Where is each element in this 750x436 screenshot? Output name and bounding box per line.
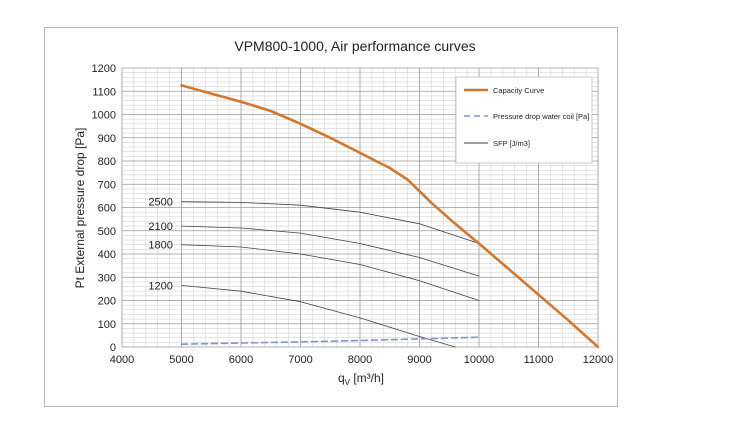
y-tick-label: 700 <box>98 179 116 191</box>
x-tick-label: 9000 <box>407 354 431 366</box>
sfp-labels: 2500 2100 1800 1200 <box>148 197 172 293</box>
pressure-drop-curve <box>180 336 480 346</box>
x-tick-label: 10000 <box>464 354 495 366</box>
y-axis-label: Pt External pressure drop [Pa] <box>73 128 87 289</box>
y-tick-label: 900 <box>98 133 116 145</box>
x-axis-ticks: 4000 5000 6000 7000 8000 9000 10000 11000 12000 <box>110 354 614 366</box>
y-tick-label: 300 <box>98 272 116 284</box>
y-tick-label: 200 <box>98 296 116 308</box>
capacity-curve <box>180 84 600 349</box>
y-tick-label: 0 <box>110 342 116 354</box>
y-axis-ticks: 0 100 200 300 400 500 600 700 800 900 1000 1100 1200 <box>92 63 116 354</box>
y-tick-label: 1100 <box>92 86 116 98</box>
sfp-value-label: 1800 <box>148 240 172 252</box>
y-tick-label: 1000 <box>92 110 116 122</box>
sfp-curve <box>181 244 480 301</box>
sfp-value-label: 1200 <box>148 280 172 292</box>
x-axis-label: qV [m³/h] <box>338 371 384 387</box>
series-layer <box>180 84 600 349</box>
y-tick-label: 800 <box>98 156 116 168</box>
sfp-value-label: 2500 <box>148 197 172 209</box>
y-tick-label: 100 <box>98 319 116 331</box>
y-tick-label: 600 <box>98 203 116 215</box>
legend: Capacity Curve Pressure drop water coil … <box>455 76 593 164</box>
y-tick-label: 1200 <box>92 63 116 75</box>
x-tick-label: 5000 <box>169 354 193 366</box>
legend-box <box>455 76 593 164</box>
x-tick-label: 6000 <box>229 354 253 366</box>
legend-label-pressure-drop: Pressure drop water coil [Pa] <box>493 112 589 121</box>
legend-label-sfp: SFP [J/m3] <box>493 139 530 148</box>
sfp-curve <box>181 201 480 244</box>
legend-label-capacity: Capacity Curve <box>493 86 544 95</box>
sfp-value-label: 2100 <box>148 221 172 233</box>
x-tick-label: 7000 <box>288 354 312 366</box>
x-tick-label: 4000 <box>110 354 134 366</box>
sfp-curve <box>181 225 480 277</box>
x-tick-label: 8000 <box>348 354 372 366</box>
chart-title: VPM800-1000, Air performance curves <box>234 38 475 54</box>
x-tick-label: 12000 <box>583 354 614 366</box>
y-tick-label: 400 <box>98 249 116 261</box>
x-tick-label: 11000 <box>524 354 554 366</box>
y-tick-label: 500 <box>98 226 116 238</box>
